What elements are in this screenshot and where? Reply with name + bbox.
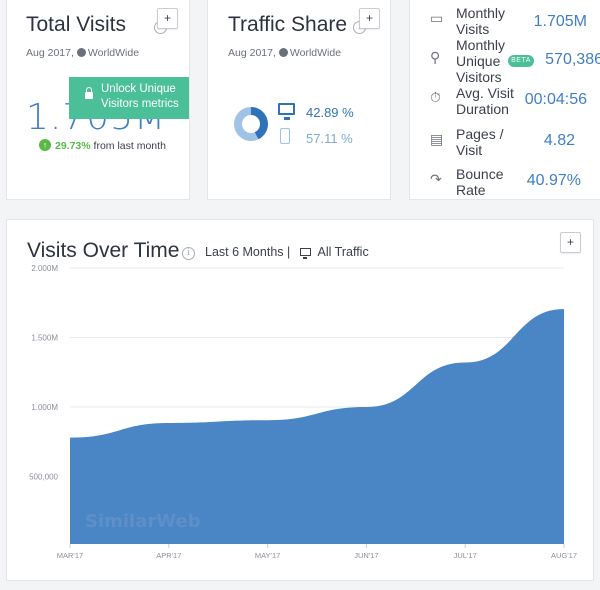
y-tick-label: 2.000M bbox=[31, 264, 58, 273]
filter-separator: | bbox=[287, 245, 291, 259]
traffic-filter[interactable]: All Traffic bbox=[317, 245, 369, 259]
traffic-share-donut bbox=[234, 107, 268, 141]
metric-label: Bounce Rate bbox=[456, 166, 504, 198]
pages-icon: ▤ bbox=[430, 131, 444, 147]
beta-badge: BETA bbox=[508, 55, 534, 67]
metric-value: 40.97% bbox=[526, 172, 581, 189]
period-text: Aug 2017, bbox=[26, 47, 74, 59]
metric-monthly-visits: ▭ Monthly Visits 1.705M bbox=[410, 5, 600, 45]
globe-icon bbox=[278, 48, 288, 57]
metric-label: Avg. Visit Duration bbox=[456, 85, 514, 117]
globe-icon bbox=[76, 48, 86, 57]
expand-button[interactable]: + bbox=[157, 8, 178, 29]
region-text: WorldWide bbox=[289, 47, 342, 59]
metric-label: Monthly Visits bbox=[456, 5, 506, 37]
metric-bounce-rate: ↷ Bounce Rate 40.97% bbox=[410, 166, 600, 206]
metric-value: 1.705M bbox=[533, 13, 587, 30]
share-arrow-icon: ↷ bbox=[430, 171, 442, 187]
engagement-metrics-card: ▭ Monthly Visits 1.705M ⚲ Monthly Unique Vi… bbox=[409, 0, 600, 200]
range-filter[interactable]: Last 6 Months bbox=[205, 245, 284, 259]
chart-filters: Last 6 Months | All Traffic bbox=[205, 245, 369, 259]
x-tick-label: JUN'17 bbox=[354, 551, 378, 560]
x-tick-label: MAY'17 bbox=[255, 551, 280, 560]
change-value: 29.73% bbox=[55, 140, 91, 152]
x-tick-label: APR'17 bbox=[156, 551, 181, 560]
total-visits-card: Total Visits i + Aug 2017,WorldWide 1.70… bbox=[6, 0, 190, 200]
mobile-share-value: 57.11 % bbox=[306, 131, 353, 146]
mobile-icon bbox=[280, 128, 290, 144]
metric-value: 00:04:56 bbox=[524, 91, 587, 108]
visits-area-series bbox=[70, 309, 564, 544]
lock-icon bbox=[85, 87, 93, 99]
info-icon[interactable]: i bbox=[182, 247, 195, 260]
change-text: from last month bbox=[93, 140, 166, 152]
metric-label: Pages / Visit bbox=[456, 126, 504, 158]
period-region: Aug 2017, WorldWide bbox=[26, 47, 139, 59]
stopwatch-icon: ⏱ bbox=[430, 89, 441, 105]
metric-value: 570,386 bbox=[545, 51, 600, 68]
x-tick-label: AUG'17 bbox=[551, 551, 577, 560]
traffic-share-card: Traffic Share i + Aug 2017,WorldWide 42.… bbox=[207, 0, 391, 200]
monitor-icon bbox=[299, 248, 311, 259]
expand-button[interactable]: + bbox=[359, 8, 380, 29]
desktop-share-value: 42.89 % bbox=[306, 105, 354, 120]
user-icon: ⚲ bbox=[430, 49, 441, 65]
period-region: Aug 2017, WorldWide bbox=[228, 47, 341, 59]
metric-unique-visitors: ⚲ Monthly Unique Visitors BETA 570,386 bbox=[410, 37, 600, 85]
visits-over-time-card: Visits Over Time i Last 6 Months | All T… bbox=[6, 219, 594, 581]
metric-value: 4.82 bbox=[543, 132, 575, 149]
unlock-label-line2: Visitors metrics bbox=[101, 98, 179, 110]
unlock-unique-visitors-button[interactable]: Unlock Unique Visitors metrics bbox=[69, 77, 189, 119]
up-arrow-icon: ↑ bbox=[39, 139, 51, 151]
metric-label: Monthly Unique Visitors bbox=[456, 37, 506, 85]
y-tick-label: 1.500M bbox=[31, 334, 58, 343]
total-visits-title: Total Visits bbox=[26, 13, 126, 36]
expand-button[interactable]: + bbox=[560, 232, 581, 253]
metric-pages-per-visit: ▤ Pages / Visit 4.82 bbox=[410, 126, 600, 166]
visits-over-time-title: Visits Over Time bbox=[27, 239, 180, 262]
metric-avg-visit-duration: ⏱ Avg. Visit Duration 00:04:56 bbox=[410, 85, 600, 125]
similarweb-watermark: SimilarWeb bbox=[85, 511, 201, 532]
visits-area-chart: SimilarWeb 500,000 1.000M 1.500M 2.000M MAR… bbox=[29, 264, 577, 560]
y-tick-label: 500,000 bbox=[29, 473, 58, 482]
traffic-share-title: Traffic Share bbox=[228, 13, 348, 36]
x-tick-label: MAR'17 bbox=[57, 551, 83, 560]
month-change: ↑ 29.73% from last month bbox=[39, 139, 166, 152]
y-tick-label: 1.000M bbox=[31, 403, 58, 412]
region-text: WorldWide bbox=[87, 47, 140, 59]
unlock-label-line1: Unlock Unique bbox=[101, 83, 176, 95]
x-tick-label: JUL'17 bbox=[454, 551, 477, 560]
window-icon: ▭ bbox=[430, 10, 444, 26]
desktop-icon bbox=[278, 103, 295, 120]
period-text: Aug 2017, bbox=[228, 47, 276, 59]
